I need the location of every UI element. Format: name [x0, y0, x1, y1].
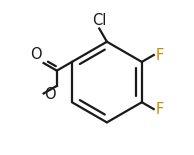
Text: Cl: Cl	[92, 13, 107, 28]
Text: O: O	[30, 47, 42, 62]
Text: F: F	[155, 48, 164, 63]
Text: O: O	[44, 87, 56, 102]
Text: F: F	[155, 102, 164, 117]
